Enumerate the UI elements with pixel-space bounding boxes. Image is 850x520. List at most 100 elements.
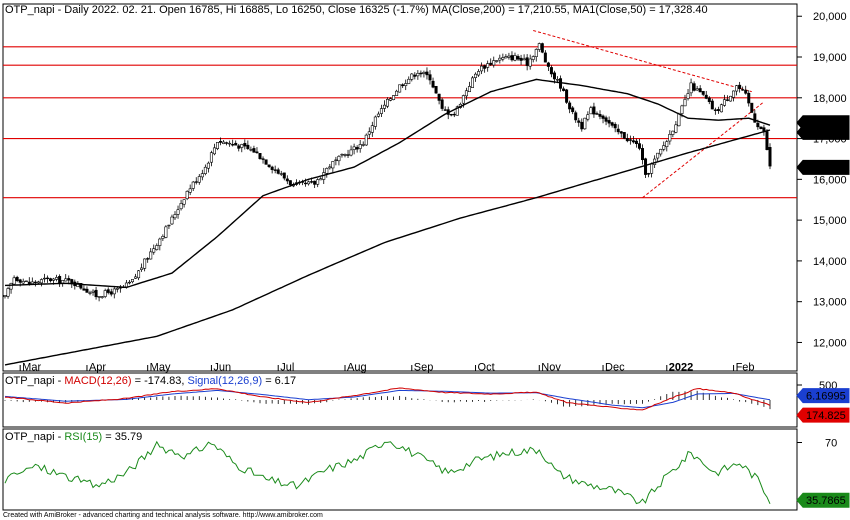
rsi-header-value: = 35.79	[102, 431, 142, 443]
candle-body	[440, 99, 444, 109]
candle-body	[176, 209, 180, 215]
candle-body	[33, 281, 37, 284]
candle-body	[662, 145, 666, 150]
candle-body	[492, 60, 496, 66]
candle-body	[762, 127, 766, 132]
candle-body	[155, 245, 159, 250]
candle-body	[76, 282, 80, 288]
candle-body	[288, 180, 292, 186]
rsi-value-tag: 35.7865	[796, 492, 850, 508]
candle-body	[668, 134, 672, 142]
price-header: OTP_napi - Daily 2022. 02. 21. Open 1678…	[5, 4, 708, 16]
price-y-tick-label: 15,000	[813, 215, 847, 227]
month-label-nov: Nov	[541, 362, 561, 374]
candle-body	[12, 277, 16, 285]
candle-body	[173, 214, 177, 219]
candle-body	[470, 77, 474, 88]
candle-body	[21, 281, 25, 284]
candle-body	[58, 276, 62, 284]
candle-body	[331, 161, 335, 169]
candle-body	[143, 258, 147, 269]
candle-body	[601, 115, 605, 119]
candle-body	[85, 288, 89, 293]
macd-value-tag-text: 174.825	[806, 410, 846, 422]
candle-body	[67, 278, 71, 281]
candle-body	[656, 152, 660, 159]
price-panel-frame	[2, 3, 798, 372]
candle-body	[340, 153, 344, 156]
candle-body	[115, 287, 119, 290]
candle-body	[146, 258, 150, 260]
candle-body	[650, 163, 654, 174]
candle-body	[267, 164, 271, 167]
candle-body	[200, 173, 204, 178]
candle-body	[631, 140, 635, 143]
candle-body	[127, 281, 131, 284]
candle-body	[161, 236, 165, 239]
candle-body	[240, 144, 244, 148]
candle-body	[307, 181, 311, 185]
macd-panel-frame	[2, 372, 798, 428]
candle-body	[522, 58, 526, 61]
candle-body	[355, 147, 359, 150]
candle-body	[325, 168, 329, 174]
candle-body	[389, 98, 393, 101]
candle-body	[24, 280, 28, 283]
candle-body	[604, 117, 608, 122]
candle-body	[203, 166, 207, 174]
candle-body	[552, 72, 556, 80]
price-y-tick-label: 20,000	[813, 11, 847, 23]
candle-body	[647, 173, 651, 175]
candle-body	[376, 113, 380, 117]
month-label-2022: 2022	[669, 362, 693, 374]
signal-header-label: Signal(12,26,9)	[188, 375, 263, 387]
candle-body	[413, 74, 417, 77]
candle-body	[137, 270, 141, 279]
candle-body	[577, 120, 581, 123]
candle-body	[352, 146, 356, 150]
candle-body	[185, 191, 189, 199]
ma200-value-tag-text: 17,210.6	[806, 127, 849, 139]
candle-body	[112, 288, 116, 295]
candle-body	[410, 73, 414, 80]
candle-body	[455, 106, 459, 116]
candle-body	[683, 99, 687, 107]
candle-body	[328, 166, 332, 169]
candle-body	[677, 113, 681, 127]
candle-body	[392, 95, 396, 101]
macd-header-value: = -174.83,	[132, 375, 188, 387]
candle-body	[732, 90, 736, 98]
candle-body	[167, 224, 171, 227]
rsi-panel: 70 OTP_napi - RSI(15) = 35.79 35.7865	[2, 428, 850, 511]
candle-body	[613, 123, 617, 129]
candle-body	[659, 148, 663, 155]
ma200-value-tag: 17,210.6	[796, 124, 850, 140]
candle-body	[729, 95, 733, 102]
candle-body	[719, 104, 723, 113]
candle-body	[270, 166, 274, 170]
candle-body	[131, 279, 135, 283]
candle-body	[407, 78, 411, 84]
candle-body	[310, 181, 314, 183]
candle-body	[753, 113, 757, 123]
candle-body	[370, 125, 374, 133]
candle-body	[179, 203, 183, 210]
candle-body	[464, 90, 468, 97]
candle-body	[88, 292, 92, 294]
candle-body	[304, 182, 308, 185]
month-label-jul: Jul	[280, 362, 294, 374]
candle-body	[498, 57, 502, 61]
candle-body	[197, 176, 201, 183]
price-header-ma1: MA1(Close,50) = 17,328.40	[573, 4, 708, 16]
candle-body	[225, 142, 229, 144]
candle-body	[425, 71, 429, 76]
candle-body	[6, 288, 10, 297]
candle-body	[671, 130, 675, 135]
candle-body	[404, 83, 408, 86]
candle-body	[716, 109, 720, 111]
candle-body	[164, 226, 168, 238]
candle-body	[507, 55, 511, 58]
ma200-line	[4, 129, 771, 366]
